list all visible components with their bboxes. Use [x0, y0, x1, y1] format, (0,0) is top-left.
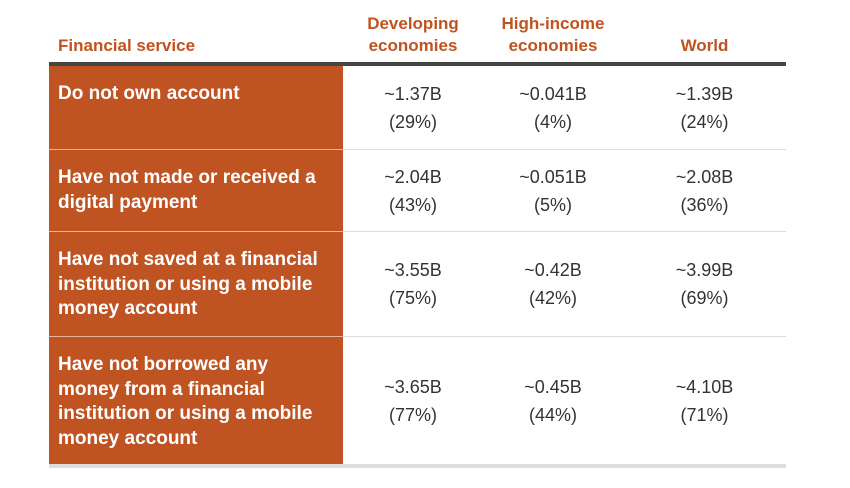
cell-value: ~0.041B: [519, 83, 587, 104]
cell-percent: (43%): [388, 194, 437, 215]
table-row: Have not saved at a financial institutio…: [49, 231, 786, 337]
cell-developing: ~2.04B (43%): [343, 150, 483, 232]
cell-percent: (44%): [528, 404, 577, 425]
cell-percent: (42%): [528, 288, 577, 308]
cell-percent: (36%): [680, 194, 729, 215]
cell-value: ~3.55B: [384, 260, 442, 280]
table-row: Have not borrowed any money from a finan…: [49, 336, 786, 467]
cell-world: ~1.39B (24%): [623, 64, 786, 150]
cell-percent: (24%): [680, 111, 729, 132]
header-high-income-economies: High-income economies: [483, 8, 623, 64]
cell-high-income: ~0.42B (42%): [483, 232, 623, 337]
header-line: High-income: [501, 14, 605, 33]
cell-value: ~3.99B: [675, 260, 734, 280]
cell-world: ~2.08B (36%): [623, 150, 786, 232]
cell-world: ~4.10B (71%): [623, 337, 786, 467]
cell-value: ~4.10B: [675, 376, 734, 397]
cell-value: ~0.051B: [519, 166, 587, 187]
table-row: Do not own account ~1.37B (29%) ~0.041B (4%)…: [49, 64, 786, 150]
cell-percent: (29%): [388, 111, 437, 132]
header-line: economies: [508, 36, 598, 55]
cell-percent: (5%): [533, 194, 572, 215]
cell-percent: (4%): [533, 111, 572, 132]
table-row: Have not made or received a digital paym…: [49, 149, 786, 232]
cell-percent: (71%): [680, 404, 729, 425]
header-world: World: [680, 36, 729, 55]
cell-value: ~1.37B: [384, 83, 442, 104]
header-line: economies: [368, 36, 458, 55]
cell-value: ~2.04B: [384, 166, 442, 187]
cell-developing: ~1.37B (29%): [343, 64, 483, 150]
financial-exclusion-table: Financial service Developing economies Hi…: [49, 8, 786, 468]
cell-high-income: ~0.041B (4%): [483, 64, 623, 150]
cell-developing: ~3.65B (77%): [343, 337, 483, 467]
row-label: Have not saved at a financial institutio…: [49, 231, 343, 337]
row-label: Do not own account: [49, 64, 343, 150]
header-financial-service: Financial service: [58, 36, 196, 55]
cell-value: ~2.08B: [675, 166, 734, 187]
header-developing-economies: Developing economies: [343, 8, 483, 64]
cell-developing: ~3.55B (75%): [343, 232, 483, 337]
cell-value: ~0.45B: [524, 376, 582, 397]
cell-percent: (75%): [388, 288, 437, 308]
cell-high-income: ~0.051B (5%): [483, 150, 623, 232]
row-label: Have not made or received a digital paym…: [49, 149, 343, 232]
cell-value: ~3.65B: [384, 376, 442, 397]
cell-high-income: ~0.45B (44%): [483, 337, 623, 467]
cell-world: ~3.99B (69%): [623, 232, 786, 337]
cell-value: ~1.39B: [675, 83, 734, 104]
header-line: Developing: [367, 14, 459, 33]
cell-value: ~0.42B: [524, 260, 582, 280]
cell-percent: (69%): [680, 288, 729, 308]
row-label: Have not borrowed any money from a finan…: [49, 336, 343, 466]
header-row: Financial service Developing economies Hi…: [49, 8, 786, 64]
cell-percent: (77%): [388, 404, 437, 425]
